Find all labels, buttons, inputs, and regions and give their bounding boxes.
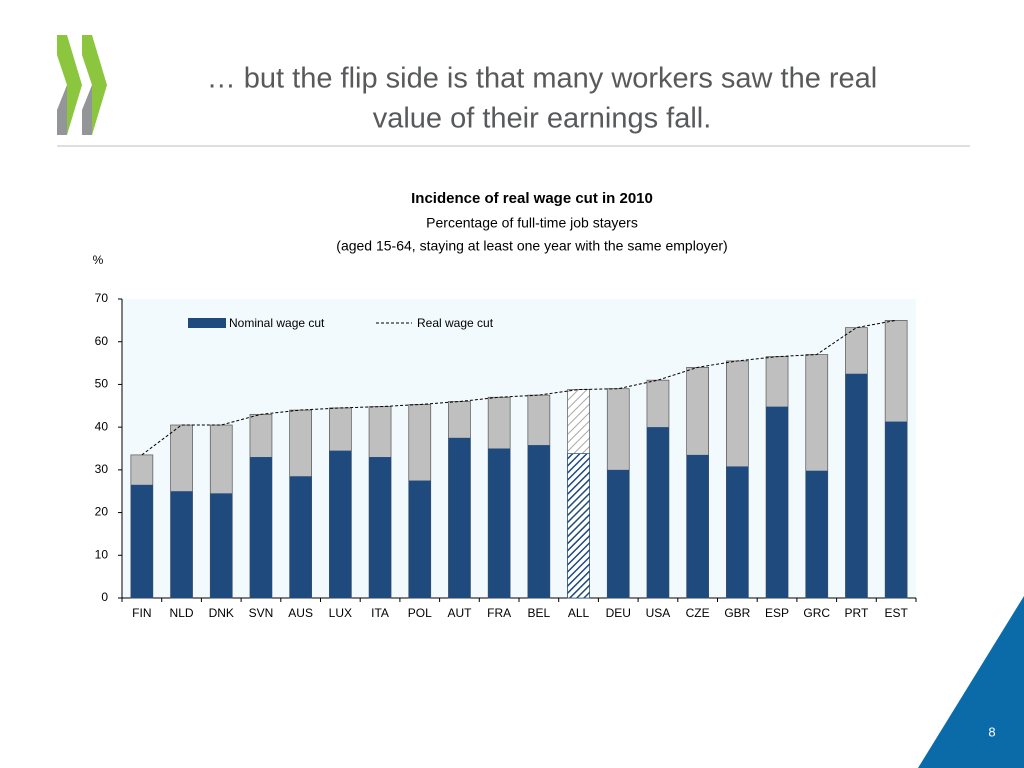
y-tick-label: 50 <box>95 377 109 391</box>
bar-nominal <box>408 480 431 598</box>
y-tick-label: 0 <box>101 590 108 604</box>
x-tick-label: AUS <box>288 606 313 620</box>
x-tick-label: ALL <box>568 606 590 620</box>
bar-nominal <box>607 469 630 598</box>
page-number: 8 <box>988 724 995 739</box>
x-tick-label: DNK <box>209 606 234 620</box>
corner-decoration <box>918 596 1024 768</box>
y-tick-label: 10 <box>95 547 109 561</box>
x-tick-label: USA <box>646 606 671 620</box>
slide-title: … but the flip side is that many workers… <box>207 63 878 95</box>
legend-swatch <box>188 318 226 328</box>
legend-label: Real wage cut <box>417 316 494 330</box>
y-tick-label: 20 <box>95 505 109 519</box>
bar-nominal <box>289 476 312 598</box>
bar-nominal <box>448 437 471 598</box>
slide-title: value of their earnings fall. <box>373 103 712 135</box>
bar-nominal <box>726 466 749 598</box>
bar-nominal <box>249 457 272 598</box>
x-tick-label: LUX <box>329 606 352 620</box>
x-tick-label: PRT <box>845 606 869 620</box>
x-tick-label: DEU <box>606 606 631 620</box>
bar-nominal <box>488 448 511 598</box>
x-tick-label: POL <box>408 606 432 620</box>
x-tick-label: GRC <box>803 606 830 620</box>
bar-nominal <box>130 484 153 598</box>
x-tick-label: FIN <box>132 606 151 620</box>
y-tick-label: 40 <box>95 419 109 433</box>
bar-nominal <box>369 457 392 598</box>
x-tick-label: NLD <box>170 606 194 620</box>
bar-nominal <box>686 454 709 598</box>
bar-nominal <box>527 445 550 598</box>
real-wage-line <box>141 319 897 456</box>
bar-nominal <box>210 493 233 598</box>
bar-nominal <box>170 491 193 598</box>
bar-nominal <box>805 470 828 598</box>
x-tick-label: ESP <box>765 606 789 620</box>
chart-subtitle: Percentage of full-time job stayers <box>426 215 638 231</box>
chart: 0 10 20 30 40 50 60 70 FIN NLD DNK SVN AUS LUX ITA POL A… <box>95 291 917 620</box>
logo <box>57 35 107 135</box>
y-tick-label: 70 <box>95 291 109 305</box>
x-tick-label: SVN <box>249 606 274 620</box>
bar-nominal <box>646 427 669 598</box>
bar-nominal <box>567 453 590 599</box>
bar-nominal <box>845 373 868 598</box>
x-tick-label: GBR <box>724 606 750 620</box>
x-tick-label: AUT <box>447 606 472 620</box>
legend-label: Nominal wage cut <box>229 316 325 330</box>
bar-nominal <box>885 421 908 598</box>
y-tick-label: 30 <box>95 462 109 476</box>
y-axis-label: % <box>93 253 104 267</box>
x-tick-label: EST <box>884 606 908 620</box>
bar-nominal <box>329 450 352 598</box>
x-tick-label: ITA <box>371 606 389 620</box>
y-tick-label: 60 <box>95 334 109 348</box>
bar-nominal <box>766 406 789 598</box>
x-tick-label: CZE <box>686 606 710 620</box>
plot-area <box>122 299 916 598</box>
x-tick-label: FRA <box>487 606 511 620</box>
chart-title: Incidence of real wage cut in 2010 <box>411 190 653 207</box>
chart-subtitle: (aged 15-64, staying at least one year w… <box>336 238 727 254</box>
x-tick-label: BEL <box>528 606 551 620</box>
